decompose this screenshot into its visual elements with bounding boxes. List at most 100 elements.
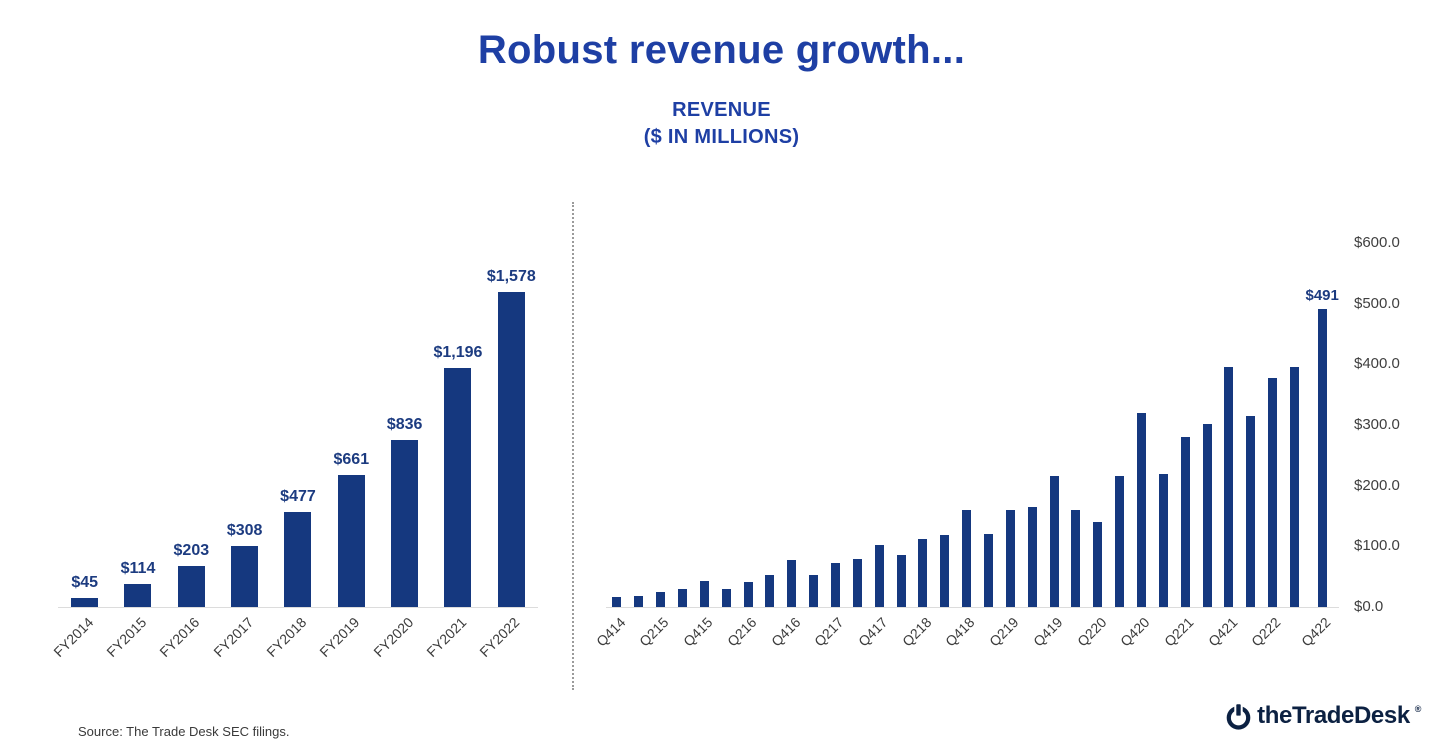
chart-subtitle: REVENUE ($ IN MILLIONS) <box>0 97 1443 151</box>
bar <box>124 584 152 607</box>
page-title: Robust revenue growth... <box>477 28 966 72</box>
quarterly-revenue-chart: Q414 Q215 Q415 Q216 Q416 Q217 Q417 Q218 Q418 Q219… <box>593 230 1339 650</box>
bar <box>1290 367 1300 607</box>
bar-column: Q416 <box>768 230 803 650</box>
bar <box>1246 416 1256 607</box>
bar <box>1027 507 1037 607</box>
x-tick-label: FY2016 <box>156 614 203 660</box>
bar-column: Q418 <box>942 230 978 650</box>
source-note: Source: The Trade Desk SEC filings. <box>78 724 290 739</box>
bar-column: Q222 <box>1249 230 1284 650</box>
bar-column: Q220 <box>1074 230 1109 650</box>
bar-column <box>759 230 781 607</box>
y-tick-label: $0.0 <box>1354 598 1384 615</box>
bar <box>787 560 797 607</box>
bar-column <box>846 230 868 607</box>
y-tick-label: $600.0 <box>1354 234 1400 251</box>
x-tick-label: Q222 <box>1248 614 1285 650</box>
bar <box>852 559 862 607</box>
x-tick-label: Q215 <box>636 614 672 650</box>
x-tick-label: Q420 <box>1117 614 1153 650</box>
bar-column <box>1240 230 1262 607</box>
x-tick-label: Q415 <box>680 614 716 650</box>
bar <box>765 575 775 607</box>
bar-column: Q215 <box>636 230 672 650</box>
bar <box>1158 474 1168 607</box>
bar <box>831 563 841 607</box>
x-tick-label: Q216 <box>723 614 760 650</box>
vertical-dotted-divider <box>572 202 574 690</box>
bar <box>918 539 928 607</box>
bar <box>284 512 312 607</box>
bar-column: Q218 <box>899 230 934 650</box>
bar <box>721 589 731 607</box>
bar <box>444 368 472 607</box>
annual-revenue-chart: $45 FY2014 $114 FY2015 $203 FY2016 $308 FY2017 $… <box>50 250 538 660</box>
bar-column: $203 FY2016 <box>157 250 218 660</box>
bar-column <box>803 230 825 607</box>
trade-desk-logo: theTradeDesk ® <box>1225 702 1421 730</box>
bar-column: $491 Q422 <box>1298 230 1339 650</box>
bar-column: Q414 <box>593 230 628 650</box>
bar <box>1115 476 1125 607</box>
y-tick-label: $100.0 <box>1354 537 1400 555</box>
y-tick-label: $200.0 <box>1354 476 1400 494</box>
bar <box>337 475 365 607</box>
bar <box>612 597 622 607</box>
bar <box>743 582 753 607</box>
bar-value-label: $1,578 <box>486 268 536 285</box>
bar-column: $308 FY2017 <box>210 250 271 660</box>
bar-value-label: $661 <box>333 451 370 468</box>
bar-value-label: $1,196 <box>433 344 483 361</box>
bar-column: Q419 <box>1030 230 1065 650</box>
bar-column: $1,196 FY2021 <box>423 250 484 660</box>
x-tick-label: FY2015 <box>103 614 150 660</box>
bar <box>656 592 666 607</box>
x-tick-label: FY2022 <box>476 614 523 660</box>
bar <box>391 440 419 607</box>
bar-column <box>672 230 694 607</box>
bar-column <box>1021 230 1043 607</box>
bar-value-label: $45 <box>71 574 99 591</box>
bar-column: $661 FY2019 <box>317 250 378 660</box>
bar-value-label: $477 <box>280 488 316 505</box>
trade-desk-logo-text: theTradeDesk <box>1257 702 1410 729</box>
bar-column: Q217 <box>811 230 847 650</box>
x-tick-label: Q414 <box>592 614 629 650</box>
bar <box>1071 510 1081 607</box>
bar-column: Q420 <box>1117 230 1153 650</box>
x-tick-label: FY2018 <box>263 614 310 660</box>
bar-column <box>1284 230 1306 607</box>
bar <box>678 589 687 607</box>
bar-column: Q417 <box>855 230 891 650</box>
bar-column <box>1109 230 1131 607</box>
registered-mark: ® <box>1414 704 1422 714</box>
bar-column <box>628 230 650 607</box>
bar <box>896 555 906 607</box>
bar <box>1137 413 1147 607</box>
trade-desk-logo-icon <box>1226 702 1251 730</box>
x-tick-label: Q219 <box>986 614 1022 650</box>
x-tick-label: Q421 <box>1204 614 1241 650</box>
bar-column: Q216 <box>724 230 759 650</box>
x-tick-label: Q418 <box>942 614 979 650</box>
x-tick-label: FY2019 <box>316 614 363 660</box>
bar <box>231 546 259 607</box>
y-tick-label: $400.0 <box>1354 355 1400 373</box>
bar-column: $45 FY2014 <box>50 250 111 660</box>
bar <box>634 596 644 607</box>
bar <box>1317 309 1327 607</box>
x-tick-label: Q419 <box>1029 614 1066 650</box>
x-tick-label: Q417 <box>855 614 891 650</box>
bar-column: Q219 <box>986 230 1022 650</box>
bar-column <box>890 230 912 607</box>
bar <box>177 566 205 607</box>
y-tick-label: $500.0 <box>1354 294 1400 312</box>
x-tick-label: Q218 <box>898 614 935 650</box>
bar <box>1224 367 1234 607</box>
x-tick-label: Q422 <box>1297 614 1334 650</box>
bar <box>1268 378 1278 607</box>
bar-value-label: $308 <box>226 522 263 539</box>
bar-column <box>1065 230 1087 607</box>
bar-column <box>934 230 956 607</box>
